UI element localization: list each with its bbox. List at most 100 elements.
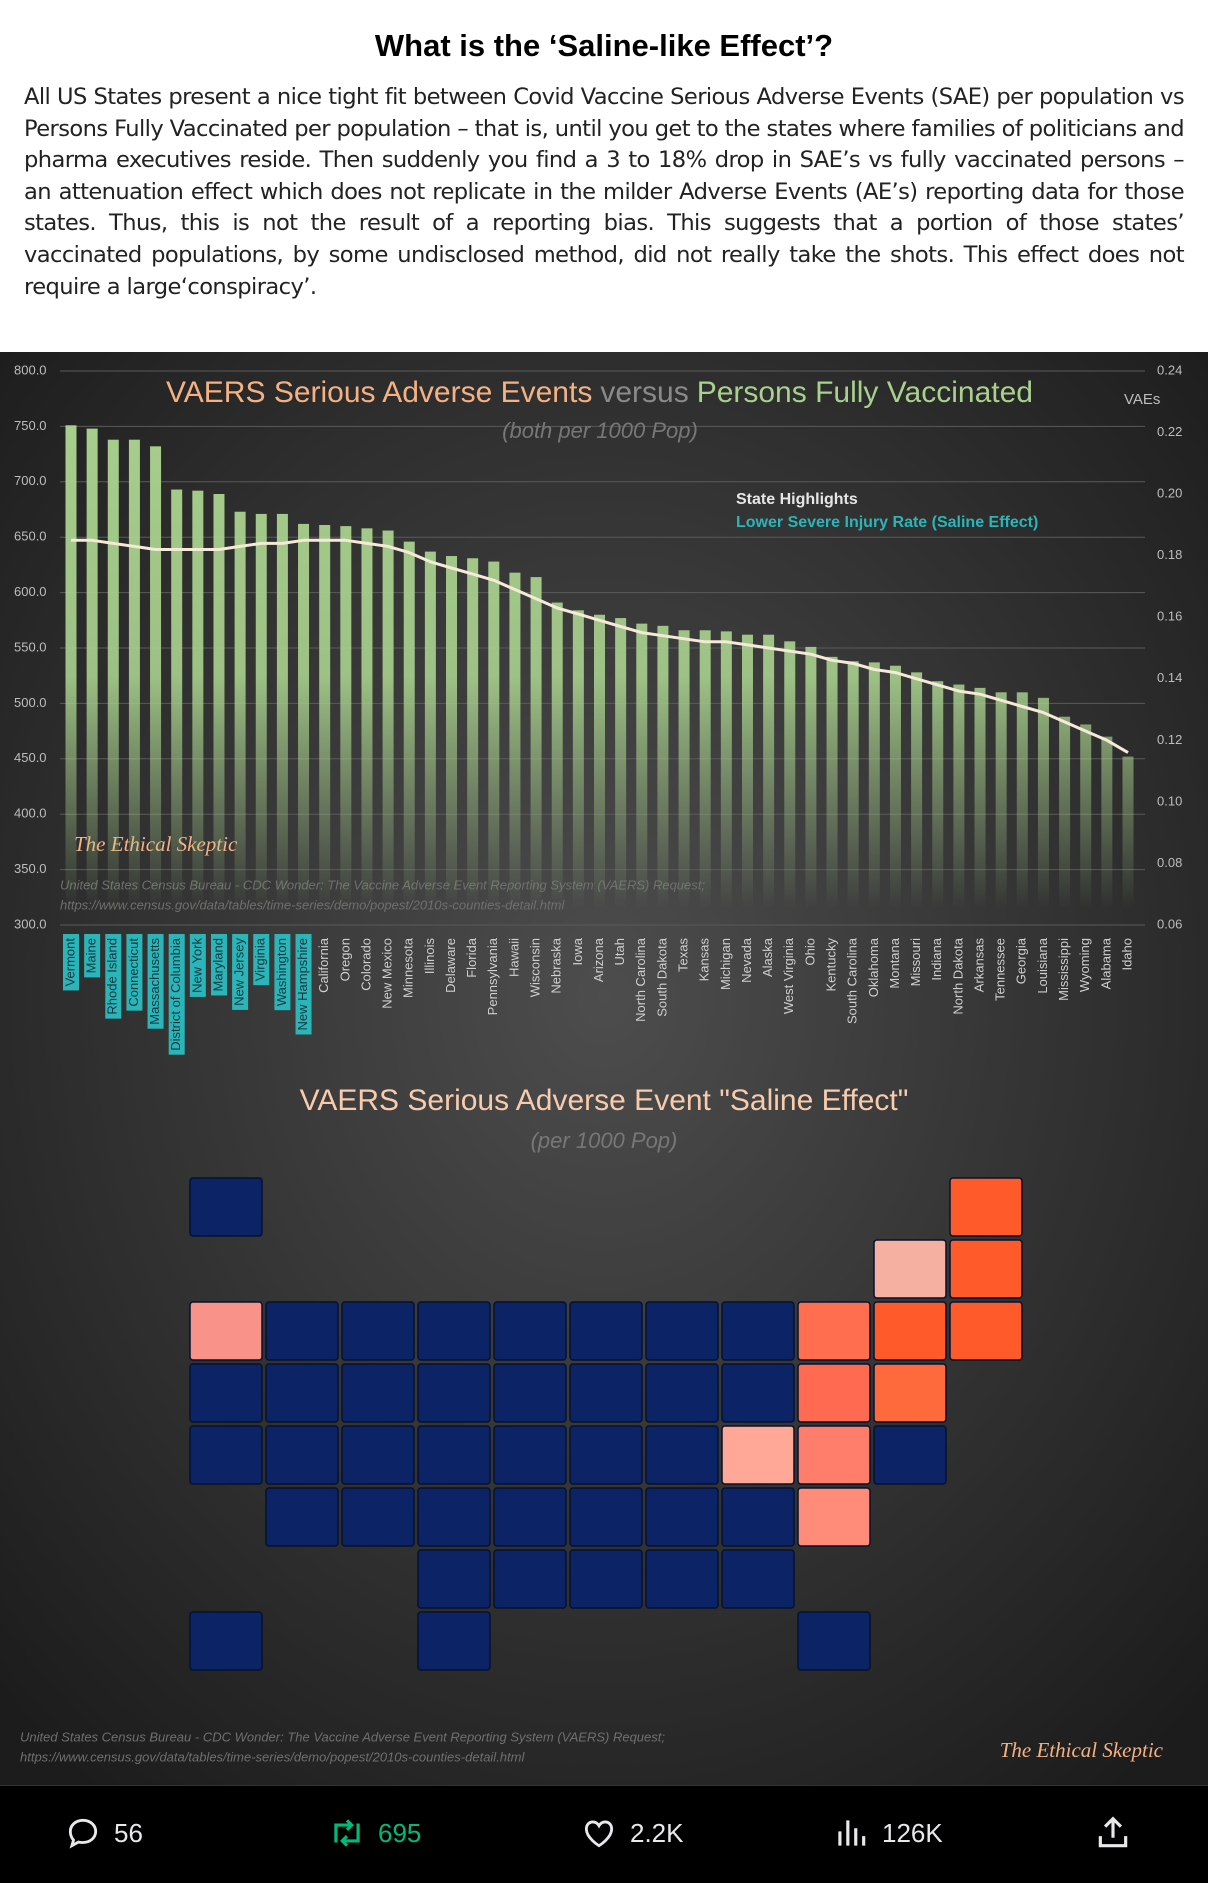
x-tick-label: Oregon <box>337 938 352 981</box>
x-tick-label: Michigan <box>718 938 733 990</box>
header-title: What is the ‘Saline-like Effect’? <box>374 28 834 63</box>
x-tick-label: Iowa <box>570 937 585 965</box>
bar <box>276 513 288 925</box>
bar <box>382 530 394 925</box>
y2-tick-label: 0.16 <box>1157 609 1182 624</box>
state <box>569 1425 643 1485</box>
y2-tick-label: 0.10 <box>1157 793 1182 808</box>
state <box>721 1301 795 1361</box>
bar <box>784 641 796 925</box>
bar <box>551 602 563 925</box>
x-tick-label: Oklahoma <box>866 937 881 997</box>
views-button[interactable]: 126K <box>832 1814 943 1852</box>
state <box>645 1425 719 1485</box>
x-tick-label: Missouri <box>908 938 923 987</box>
x-tick-label: Texas <box>675 938 690 972</box>
bar <box>319 525 331 925</box>
y2-tick-label: 0.12 <box>1157 732 1182 747</box>
y-tick-label: 350.0 <box>14 861 47 876</box>
bar <box>1122 756 1134 925</box>
share-button[interactable] <box>1094 1814 1132 1852</box>
bar <box>1059 716 1071 925</box>
x-tick-label: Vermont <box>62 938 77 987</box>
bar <box>847 661 859 925</box>
line-series <box>71 538 1129 754</box>
bar <box>446 556 458 925</box>
bar <box>678 630 690 925</box>
bar <box>65 425 77 925</box>
y2-tick-label: 0.22 <box>1157 424 1182 439</box>
bar <box>995 692 1007 925</box>
repost-count: 695 <box>378 1817 422 1848</box>
state <box>645 1487 719 1547</box>
state <box>417 1425 491 1485</box>
like-button[interactable]: 2.2K <box>580 1814 684 1852</box>
x-tick-label: Maine <box>84 938 99 973</box>
state <box>949 1177 1023 1237</box>
highlight-box <box>274 934 291 1011</box>
bar <box>488 561 500 925</box>
bar <box>763 634 775 925</box>
bar <box>234 511 246 925</box>
state <box>645 1301 719 1361</box>
bar <box>509 572 521 925</box>
chart-subtitle: (per 1000 Pop) <box>531 1128 678 1153</box>
reply-button[interactable]: 56 <box>64 1814 143 1852</box>
state <box>265 1363 339 1423</box>
state <box>265 1487 339 1547</box>
state <box>569 1549 643 1609</box>
y-tick-label: 800.0 <box>14 362 47 377</box>
x-tick-label: New Jersey <box>232 938 247 1006</box>
legend-entry: Lower Severe Injury Rate (Saline Effect) <box>736 514 1038 531</box>
highlight-box <box>84 934 101 978</box>
y-tick-label: 750.0 <box>14 418 47 433</box>
highlight-box <box>126 934 143 1011</box>
state <box>341 1301 415 1361</box>
share-icon <box>1098 1816 1128 1848</box>
state <box>721 1549 795 1609</box>
x-tick-label: District of Columbia <box>168 937 183 1050</box>
x-tick-label: Tennessee <box>993 938 1008 1001</box>
repost-button[interactable]: 695 <box>328 1814 421 1852</box>
state <box>417 1611 491 1671</box>
y-tick-label: 650.0 <box>14 529 47 544</box>
y2-tick-label: 0.14 <box>1157 670 1182 685</box>
x-tick-label: West Virginia <box>781 937 796 1014</box>
x-tick-label: Kansas <box>697 938 712 982</box>
x-tick-label: Montana <box>887 937 902 988</box>
bar <box>213 493 225 925</box>
state <box>797 1301 871 1361</box>
bar <box>826 656 838 925</box>
x-tick-label: Washington <box>274 938 289 1006</box>
bar <box>911 672 923 925</box>
x-tick-label: Indiana <box>929 937 944 980</box>
x-tick-label: Utah <box>612 938 627 965</box>
views-icon <box>838 1820 866 1846</box>
bar <box>594 614 605 925</box>
y2-axis-label: VAEs <box>1124 391 1160 408</box>
x-tick-label: Mississippi <box>1056 938 1071 1001</box>
highlight-box <box>295 934 312 1035</box>
repost-icon <box>334 1819 360 1847</box>
x-tick-label: North Carolina <box>633 937 648 1022</box>
bar <box>889 665 901 925</box>
x-tick-label: Delaware <box>443 938 458 993</box>
state <box>493 1425 567 1485</box>
bar <box>805 646 817 925</box>
state <box>417 1549 491 1609</box>
x-tick-label: South Carolina <box>845 937 860 1024</box>
chart-title: VAERS Serious Adverse Event "Saline Effe… <box>300 1084 909 1117</box>
highlight-box <box>210 934 227 996</box>
x-tick-label: California <box>316 937 331 993</box>
bar <box>1101 736 1113 925</box>
y-tick-label: 700.0 <box>14 473 47 488</box>
bar <box>1080 724 1092 925</box>
bar <box>361 528 373 925</box>
bar <box>572 610 584 925</box>
bar <box>255 513 267 925</box>
x-tick-label: Massachusetts <box>147 938 162 1025</box>
bar <box>150 446 162 925</box>
bar <box>424 551 436 925</box>
y-tick-label: 550.0 <box>14 639 47 654</box>
x-tick-label: Illinois <box>422 938 437 975</box>
